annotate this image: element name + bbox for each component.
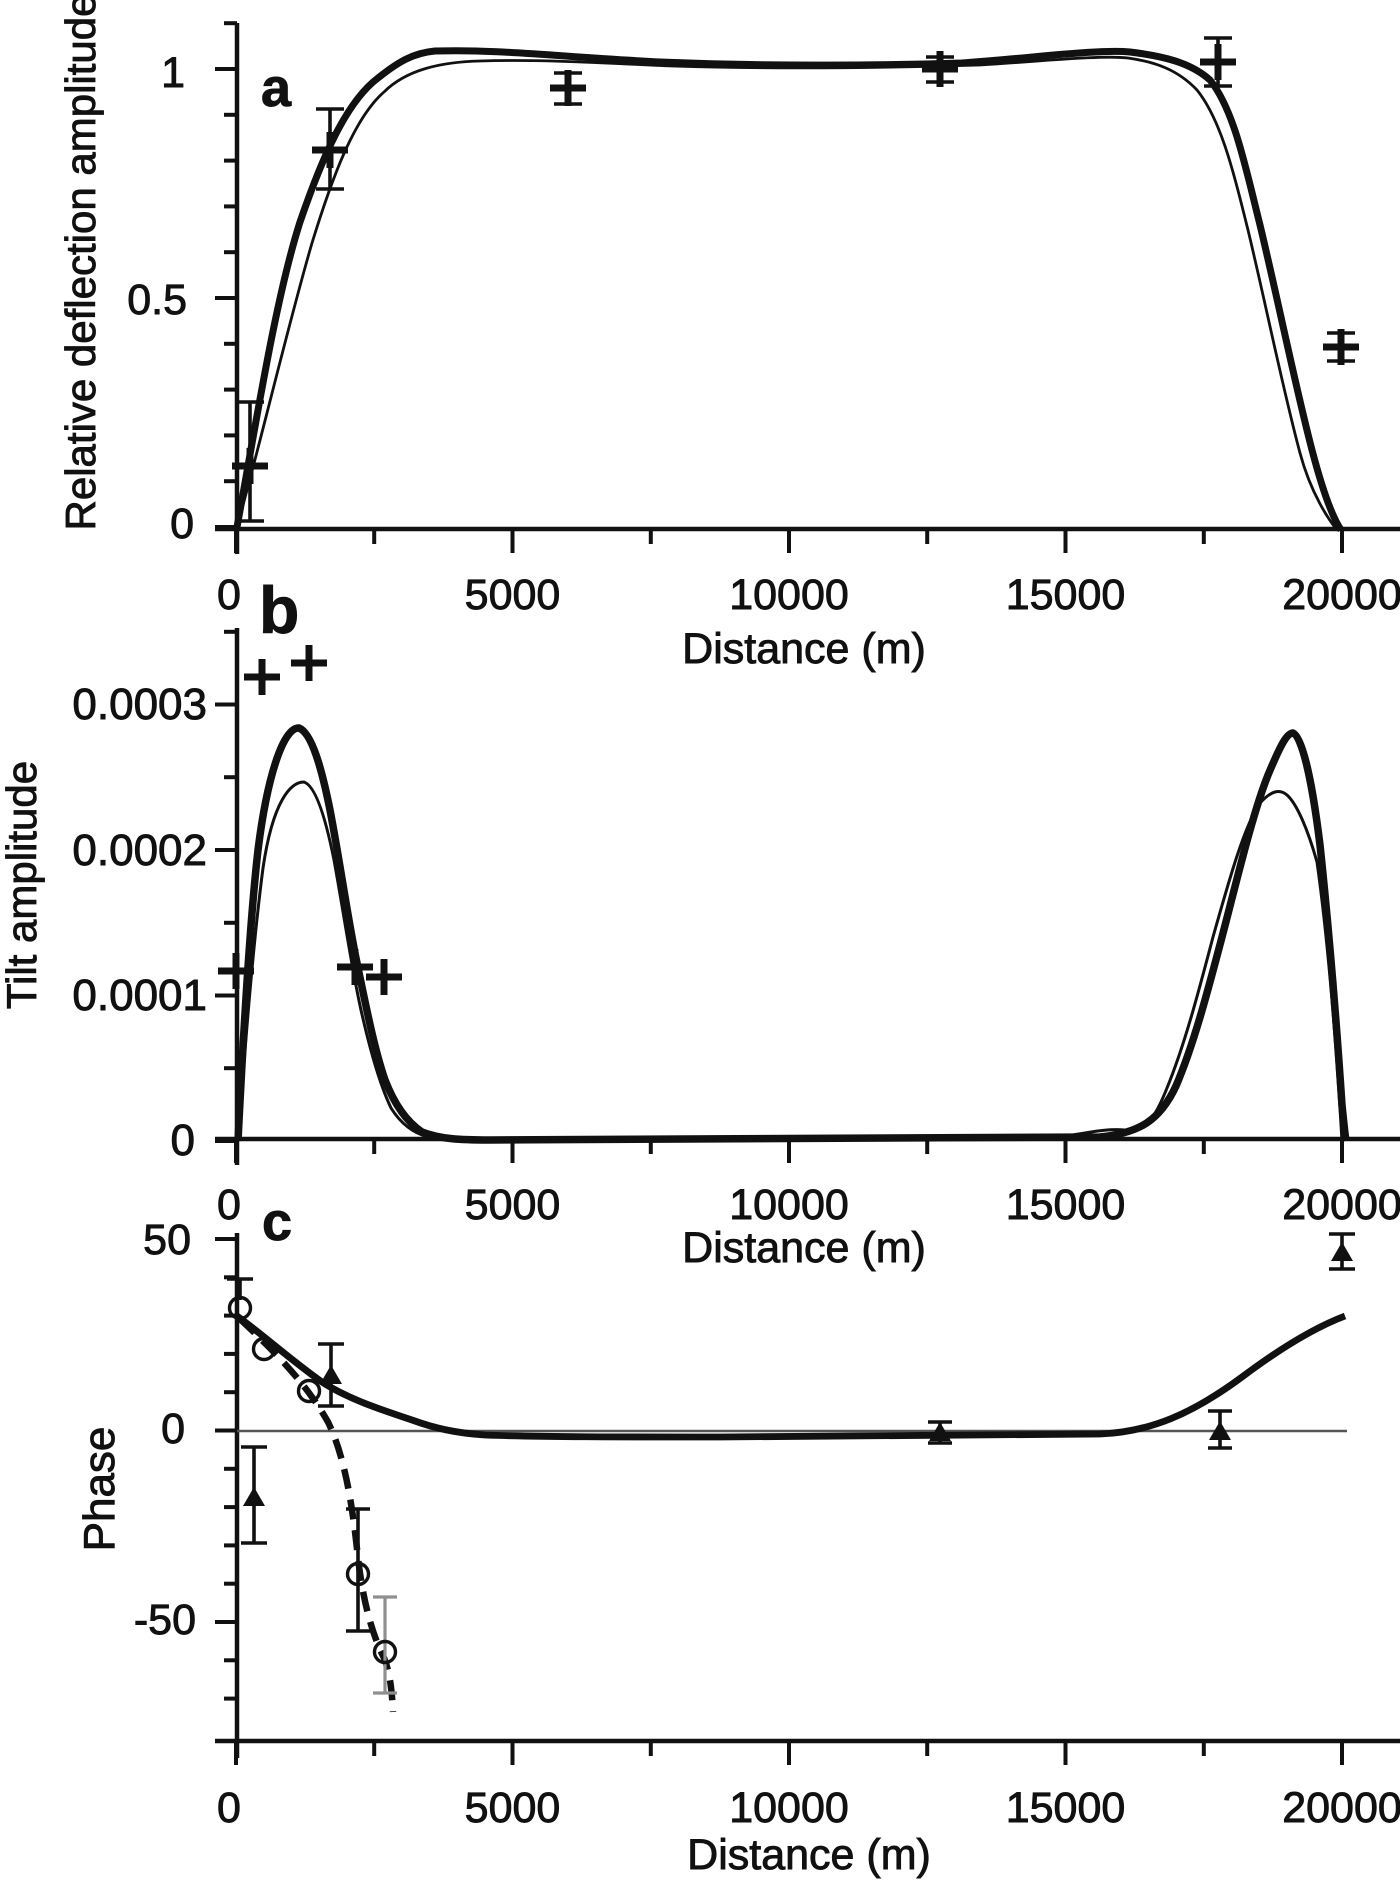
svg-text:Distance (m): Distance (m) — [682, 625, 926, 673]
svg-text:-50: -50 — [134, 1596, 196, 1644]
svg-text:0: 0 — [161, 1405, 185, 1453]
svg-text:Distance (m): Distance (m) — [682, 1224, 926, 1272]
svg-text:10000: 10000 — [729, 1181, 849, 1229]
svg-text:0: 0 — [217, 1181, 241, 1229]
svg-text:Tilt amplitude: Tilt amplitude — [0, 761, 45, 1009]
svg-text:Distance (m): Distance (m) — [687, 1831, 931, 1879]
svg-text:0: 0 — [171, 1116, 195, 1165]
svg-text:20000: 20000 — [1282, 571, 1400, 619]
svg-text:0: 0 — [170, 500, 194, 548]
svg-text:5000: 5000 — [465, 1181, 561, 1229]
svg-text:0: 0 — [217, 571, 241, 619]
svg-text:0.0003: 0.0003 — [72, 680, 207, 729]
svg-text:50: 50 — [143, 1216, 191, 1264]
svg-text:b: b — [259, 573, 299, 647]
svg-text:5000: 5000 — [465, 571, 561, 619]
svg-text:a: a — [261, 58, 292, 118]
svg-text:15000: 15000 — [1006, 1181, 1126, 1229]
svg-text:20000: 20000 — [1282, 1784, 1400, 1832]
svg-text:20000: 20000 — [1282, 1181, 1400, 1229]
svg-text:1: 1 — [161, 49, 185, 97]
svg-text:0.5: 0.5 — [127, 276, 187, 324]
svg-text:15000: 15000 — [1006, 1784, 1126, 1832]
svg-text:Phase: Phase — [75, 1427, 124, 1552]
svg-text:10000: 10000 — [729, 1784, 849, 1832]
svg-text:15000: 15000 — [1006, 571, 1126, 619]
svg-text:c: c — [262, 1192, 292, 1252]
svg-text:0: 0 — [217, 1784, 241, 1832]
svg-text:Relative deflection amplitude: Relative deflection amplitude — [57, 0, 104, 530]
svg-text:0.0001: 0.0001 — [72, 971, 207, 1020]
svg-text:0.0002: 0.0002 — [72, 826, 207, 875]
svg-text:10000: 10000 — [729, 571, 849, 619]
svg-text:5000: 5000 — [465, 1784, 561, 1832]
